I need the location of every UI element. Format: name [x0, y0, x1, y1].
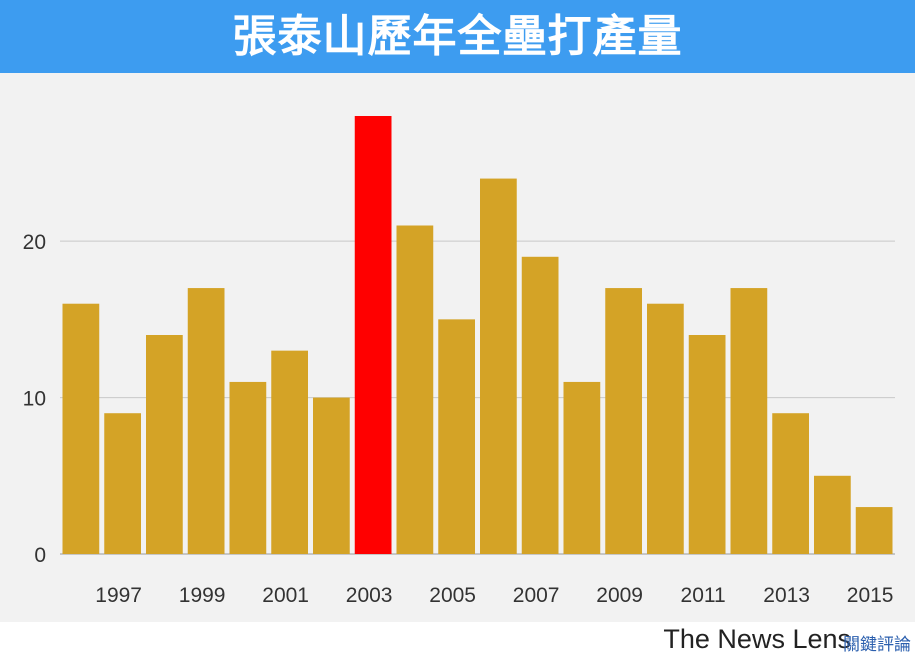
bar-2003 — [354, 116, 392, 554]
x-tick-label: 1997 — [95, 584, 142, 607]
bar-1998 — [146, 335, 183, 554]
bar-2014 — [814, 475, 851, 554]
brand-logo-text: The News Lens — [663, 624, 851, 654]
y-tick-label: 10 — [23, 388, 46, 411]
bar-2001 — [271, 350, 308, 554]
bar-1997 — [104, 413, 141, 554]
y-tick-label: 0 — [34, 544, 46, 567]
brand-logo-cjk: 關鍵評論 — [843, 635, 911, 655]
x-tick-label: 2007 — [513, 584, 560, 607]
bar-2004 — [396, 225, 434, 554]
bar-2012 — [730, 288, 768, 554]
bar-2009 — [605, 288, 642, 554]
x-tick-label: 2015 — [847, 584, 894, 607]
x-tick-label: 2001 — [262, 584, 309, 607]
footer — [0, 622, 915, 659]
x-tick-label: 2009 — [596, 584, 643, 607]
x-tick-label: 2013 — [763, 584, 810, 607]
bar-1999 — [187, 288, 225, 554]
bar-2013 — [772, 413, 809, 554]
bar-1996 — [62, 303, 100, 554]
bar-2010 — [647, 303, 684, 554]
x-tick-label: 1999 — [179, 584, 226, 607]
x-tick-label: 2003 — [346, 584, 393, 607]
x-tick-label: 2005 — [429, 584, 476, 607]
bar-2000 — [229, 381, 267, 554]
y-tick-label: 20 — [23, 231, 46, 254]
bar-2005 — [438, 319, 475, 554]
bar-2006 — [480, 178, 517, 555]
bar-2002 — [313, 397, 350, 554]
bar-2008 — [563, 381, 601, 554]
chart-title: 張泰山歷年全壘打產量 — [232, 11, 683, 62]
title-banner — [0, 0, 915, 73]
bar-2007 — [521, 256, 559, 554]
bar-2015 — [855, 507, 893, 554]
x-tick-label: 2011 — [681, 584, 726, 607]
bar-2011 — [688, 335, 726, 554]
